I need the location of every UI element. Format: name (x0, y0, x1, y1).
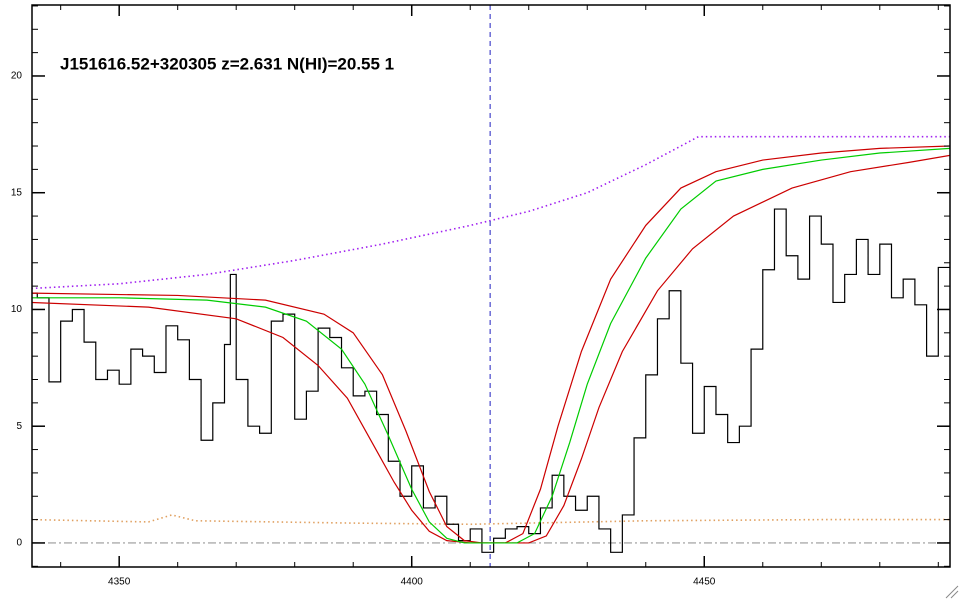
series-line (32, 154, 950, 544)
plot-area (32, 135, 950, 553)
y-tick-label: 0 (16, 538, 22, 549)
chart-title: J151616.52+320305 z=2.631 N(HI)=20.55 1 (60, 54, 394, 73)
grip-line (945, 585, 959, 599)
y-tick-label: 10 (11, 304, 23, 315)
grip-line (950, 590, 959, 599)
series-line (32, 208, 950, 553)
series-line (32, 145, 950, 544)
x-tick-label: 4400 (401, 577, 424, 588)
x-tick-label: 4450 (693, 577, 716, 588)
y-tick-label: 5 (16, 421, 22, 432)
y-tick-label: 15 (11, 187, 23, 198)
y-tick-label: 20 (11, 71, 23, 82)
x-tick-label: 4350 (108, 577, 131, 588)
series-line (32, 147, 950, 544)
resize-grip[interactable] (945, 585, 959, 599)
